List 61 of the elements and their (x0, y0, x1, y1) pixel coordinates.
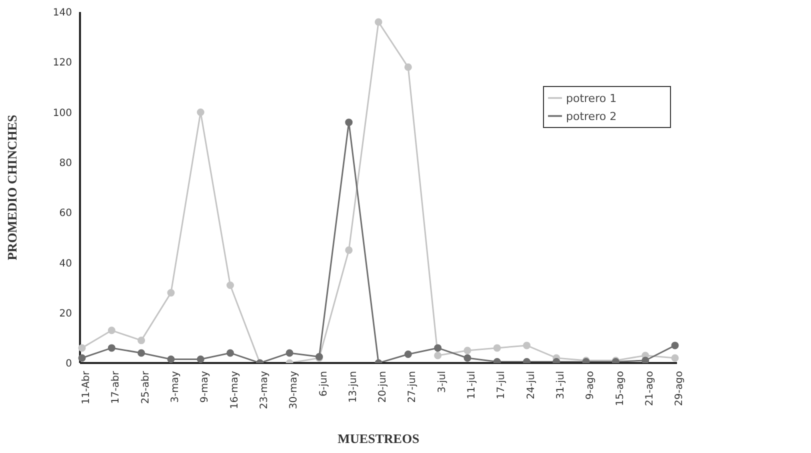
x-tick-label: 16-may (229, 370, 240, 410)
point (138, 349, 146, 357)
point (404, 63, 412, 71)
x-axis-title: MUESTREOS (338, 431, 420, 446)
x-tick-label: 31-jul (556, 371, 566, 400)
point (286, 349, 294, 357)
y-tick-label: 0 (66, 358, 72, 370)
y-tick-label: 60 (59, 208, 72, 220)
x-tick-label: 9-may (200, 370, 211, 403)
point (138, 336, 146, 344)
point (671, 342, 679, 350)
x-tick-label: 25-abr (140, 370, 152, 404)
x-tick-label: 3-jul (436, 371, 448, 393)
x-tick-label: 20-jun (378, 371, 389, 403)
y-tick-label: 100 (52, 108, 72, 119)
point (108, 344, 116, 352)
x-tick-label: 9-ago (585, 371, 596, 400)
legend-label: potrero 1 (566, 92, 617, 105)
point (226, 349, 234, 357)
x-tick-label: 27-jun (407, 371, 418, 403)
point (78, 344, 86, 352)
y-tick-label: 80 (59, 158, 72, 169)
point (464, 346, 472, 354)
y-tick-label: 20 (59, 308, 72, 320)
point (108, 326, 116, 334)
y-tick-label: 40 (59, 258, 72, 270)
x-tick-label: 29-ago (674, 371, 686, 406)
x-tick-label: 30-may (288, 370, 300, 410)
x-tick-label: 11-jul (466, 371, 478, 400)
y-tick-label: 140 (52, 8, 72, 19)
y-tick-label: 120 (52, 58, 72, 69)
point (493, 344, 501, 352)
x-tick-label: 23-may (259, 370, 270, 410)
point (374, 18, 382, 26)
x-tick-label: 17-jul (496, 371, 508, 400)
x-tick-label: 11-Abr (81, 370, 92, 404)
x-tick-label: 13-jun (348, 371, 359, 403)
point (78, 354, 86, 362)
point (345, 246, 353, 254)
y-axis-title: PROMEDIO CHINCHES (4, 114, 20, 260)
point (523, 358, 530, 363)
point (345, 118, 353, 126)
x-tick-label: 21-ago (644, 371, 656, 406)
x-tick-label: 15-ago (614, 371, 626, 406)
point (196, 355, 204, 363)
legend-label: potrero 2 (566, 110, 617, 123)
point (434, 352, 442, 360)
point (226, 282, 234, 290)
x-tick-label: 24-jul (526, 371, 537, 400)
point (464, 354, 472, 362)
point (642, 356, 650, 363)
point (671, 354, 679, 362)
x-tick-label: 17-abr (110, 370, 122, 404)
point (167, 355, 175, 363)
x-tick-label: 6-jun (318, 371, 330, 396)
point (404, 350, 412, 358)
point (167, 289, 175, 297)
point (523, 342, 530, 350)
point (196, 108, 204, 116)
point (434, 344, 442, 352)
x-tick-label: 3-may (170, 370, 182, 403)
